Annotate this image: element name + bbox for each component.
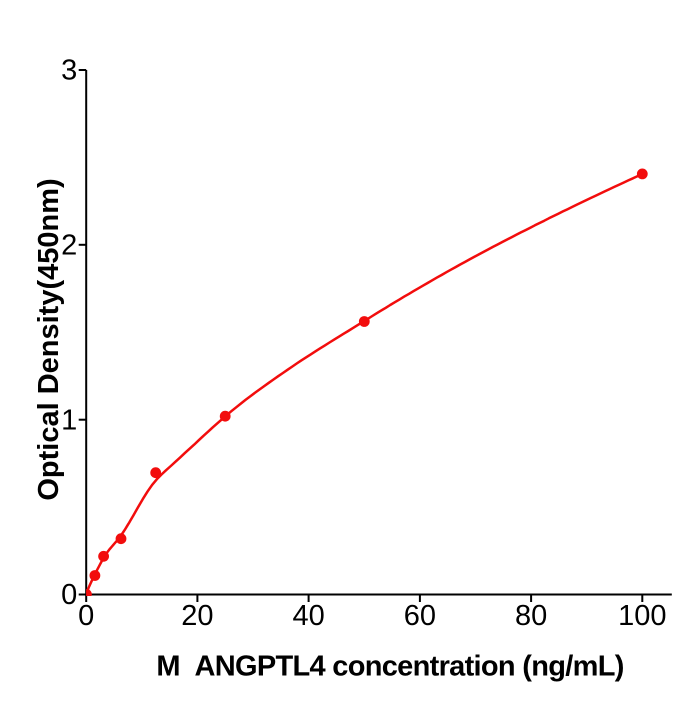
svg-text:20: 20 xyxy=(181,600,213,632)
svg-text:3: 3 xyxy=(61,55,77,87)
svg-text:40: 40 xyxy=(292,600,324,632)
svg-text:0: 0 xyxy=(61,579,77,611)
svg-text:1: 1 xyxy=(61,404,77,436)
svg-text:M ANGPTL4 concentration (ng/m: M ANGPTL4 concentration (ng/mL) xyxy=(156,651,623,683)
svg-text:2: 2 xyxy=(61,230,77,262)
svg-text:100: 100 xyxy=(618,600,666,632)
svg-text:Optical Density(450nm): Optical Density(450nm) xyxy=(33,178,65,500)
svg-text:80: 80 xyxy=(515,600,547,632)
svg-text:60: 60 xyxy=(404,600,436,632)
svg-text:0: 0 xyxy=(78,600,94,632)
